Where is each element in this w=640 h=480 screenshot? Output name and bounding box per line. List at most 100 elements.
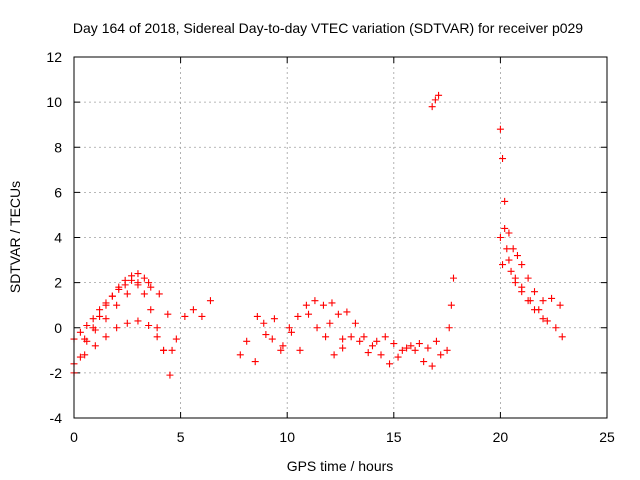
series-arc-7 xyxy=(253,310,347,359)
data-point xyxy=(153,324,161,332)
data-point xyxy=(302,301,310,309)
data-point xyxy=(113,301,121,309)
series-arc-13 xyxy=(496,224,564,309)
data-point xyxy=(287,328,295,336)
data-point xyxy=(398,346,406,354)
data-point xyxy=(386,360,394,368)
data-point xyxy=(115,285,123,293)
data-point xyxy=(172,335,180,343)
axis-ticks: 0 5 10 15 20 25 -4 -2 0 2 4 6 8 10 12 xyxy=(46,49,615,445)
data-point xyxy=(443,346,451,354)
data-point xyxy=(294,312,302,320)
data-point xyxy=(552,324,560,332)
plot-frame xyxy=(73,56,608,419)
data-point xyxy=(102,299,110,307)
data-point xyxy=(507,267,515,275)
x-tick-label: 10 xyxy=(279,429,295,445)
data-point xyxy=(134,317,142,325)
x-tick-label: 15 xyxy=(386,429,402,445)
data-point xyxy=(313,324,321,332)
data-point xyxy=(420,358,428,366)
data-point xyxy=(531,288,539,296)
y-axis-label: SDTVAR / TECUs xyxy=(7,181,23,293)
data-point xyxy=(268,335,276,343)
data-point xyxy=(518,283,526,291)
data-point xyxy=(377,351,385,359)
x-tick-label: 20 xyxy=(493,429,509,445)
data-point xyxy=(513,252,521,260)
chart-title: Day 164 of 2018, Sidereal Day-to-day VTE… xyxy=(73,20,583,36)
data-point xyxy=(445,324,453,332)
data-point xyxy=(253,312,261,320)
data-point xyxy=(505,256,513,264)
data-point xyxy=(113,324,121,332)
data-point xyxy=(236,351,244,359)
data-point xyxy=(339,335,347,343)
data-point xyxy=(140,290,148,298)
data-point xyxy=(411,346,419,354)
data-point xyxy=(76,328,84,336)
data-point xyxy=(198,312,206,320)
data-point xyxy=(503,245,511,253)
data-point xyxy=(277,346,285,354)
series-arc-14 xyxy=(499,256,547,323)
data-point xyxy=(524,274,532,282)
data-point xyxy=(160,346,168,354)
data-point xyxy=(128,276,136,284)
y-tick-label: -4 xyxy=(50,410,63,426)
data-point xyxy=(251,358,259,366)
data-point xyxy=(509,245,517,253)
data-point xyxy=(140,274,148,282)
x-tick-label: 25 xyxy=(599,429,615,445)
data-point xyxy=(243,337,251,345)
data-point xyxy=(432,337,440,345)
data-point xyxy=(368,342,376,350)
data-point xyxy=(164,310,172,318)
data-point xyxy=(347,333,355,341)
data-point xyxy=(539,297,547,305)
data-point xyxy=(134,270,142,278)
data-point xyxy=(505,229,513,237)
data-point xyxy=(356,337,364,345)
data-point xyxy=(166,371,174,379)
data-point xyxy=(123,319,131,327)
data-point xyxy=(155,290,163,298)
x-tick-label: 0 xyxy=(70,429,78,445)
data-point xyxy=(339,344,347,352)
data-point xyxy=(431,96,439,104)
data-point xyxy=(496,125,504,133)
data-point xyxy=(518,261,526,269)
y-tick-label: -2 xyxy=(50,365,63,381)
data-point xyxy=(556,301,564,309)
data-point xyxy=(499,155,507,163)
data-point xyxy=(407,342,415,350)
y-tick-label: 0 xyxy=(54,320,62,336)
y-tick-label: 10 xyxy=(46,94,62,110)
data-point xyxy=(102,315,110,323)
grid xyxy=(74,57,607,418)
data-point xyxy=(123,290,131,298)
data-point xyxy=(145,279,153,287)
data-point xyxy=(311,297,319,305)
data-point xyxy=(435,91,443,99)
series-arc-5 xyxy=(168,297,214,354)
series-arc-9 xyxy=(339,333,440,357)
data-point xyxy=(381,333,389,341)
data-point xyxy=(189,306,197,314)
y-tick-label: 4 xyxy=(54,230,62,246)
data-point xyxy=(496,234,504,241)
series-arc-6 xyxy=(236,297,336,366)
data-point xyxy=(543,317,551,325)
data-point xyxy=(373,337,381,345)
data-point xyxy=(319,301,327,309)
data-point xyxy=(531,306,539,314)
data-point xyxy=(153,333,161,341)
data-point xyxy=(121,281,129,289)
data-point xyxy=(322,333,330,341)
data-point xyxy=(134,281,142,289)
data-point xyxy=(91,342,99,350)
data-point xyxy=(539,315,547,323)
data-point xyxy=(296,346,304,354)
data-point xyxy=(428,362,436,370)
